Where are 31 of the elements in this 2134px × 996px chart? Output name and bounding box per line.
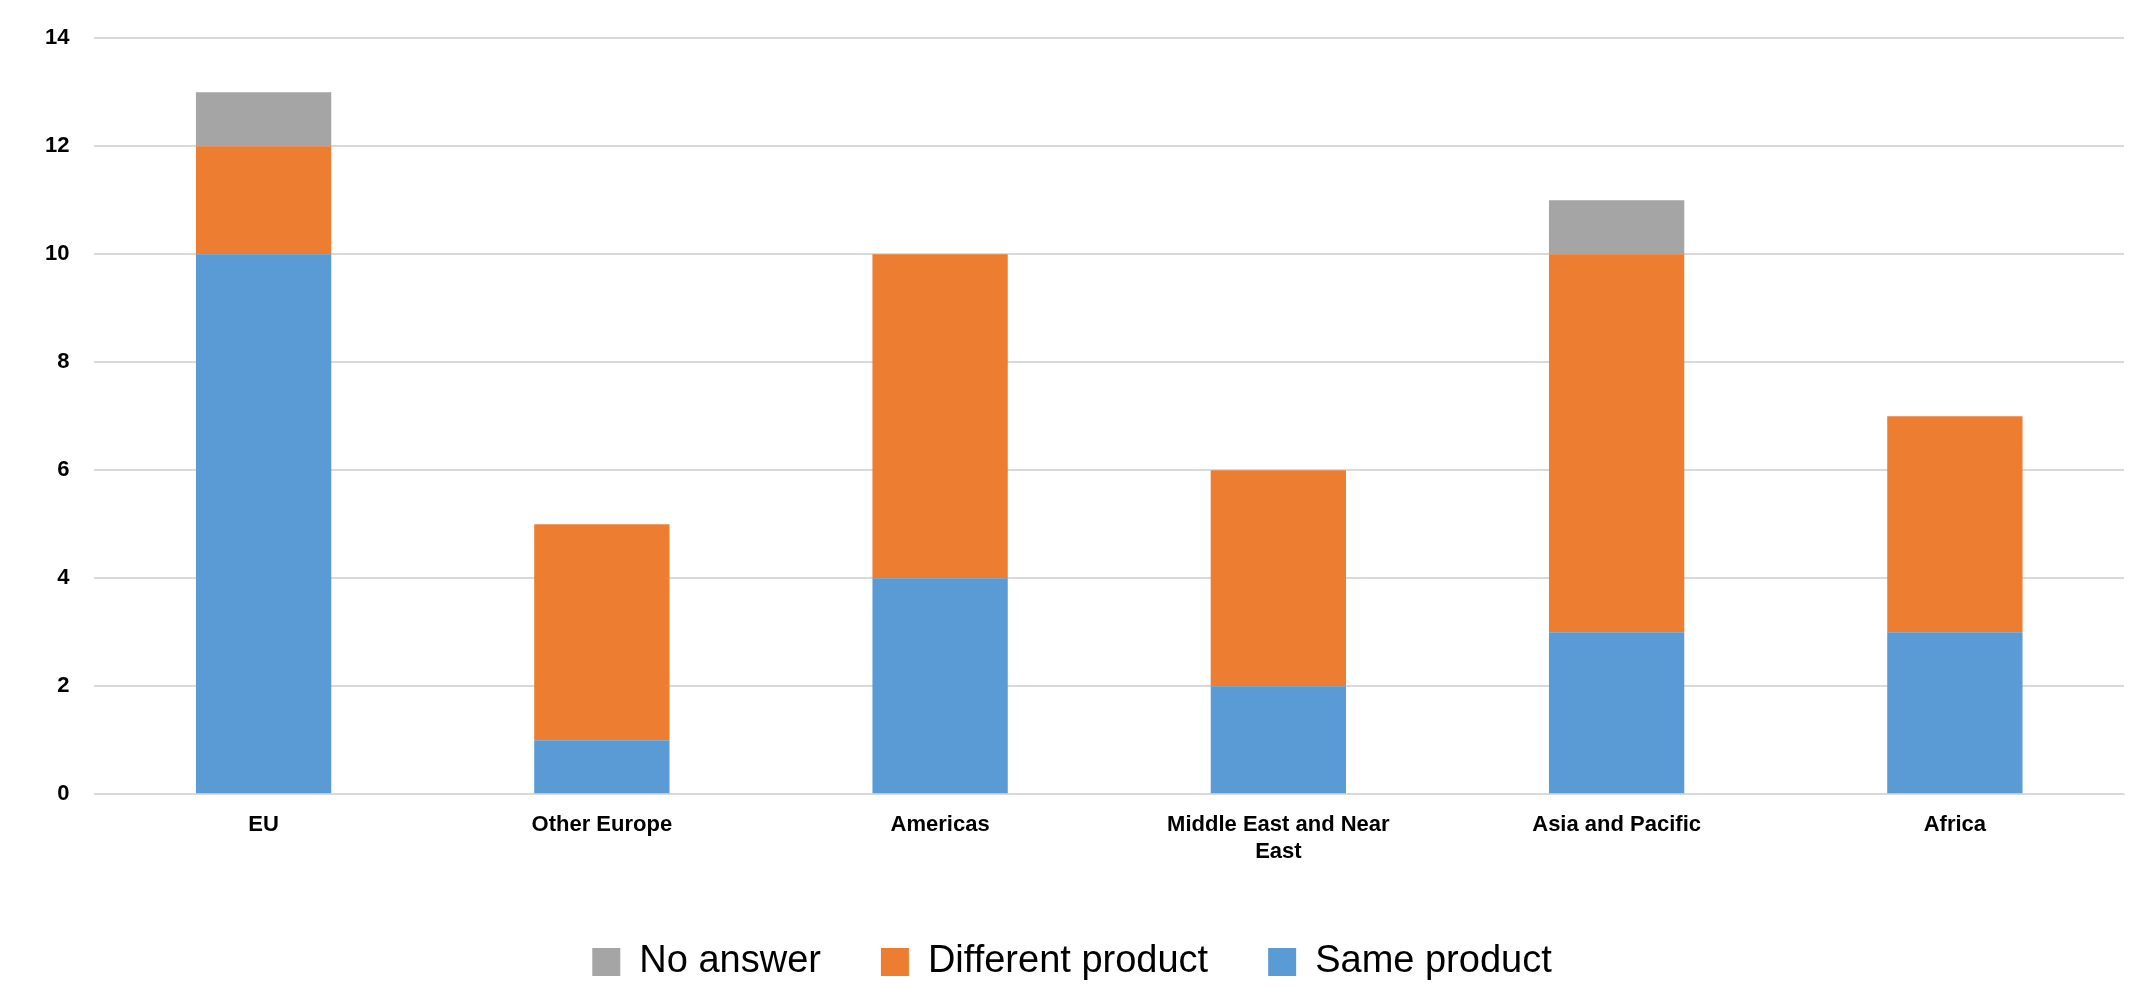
bar — [1548, 200, 1685, 255]
legend-label: No answer — [639, 938, 822, 981]
x-tick-label: Americas — [890, 811, 990, 837]
y-tick-label: 6 — [57, 456, 70, 482]
x-tick-label: EU — [248, 811, 279, 837]
y-tick-label: 4 — [57, 564, 71, 590]
legend-label: Different product — [927, 938, 1209, 981]
x-tick-label: Other Europe — [531, 811, 673, 837]
bar — [1210, 686, 1347, 794]
bar — [1210, 470, 1347, 687]
bar — [534, 524, 670, 741]
bar — [872, 578, 1008, 794]
x-tick-label: Asia and Pacific — [1532, 811, 1701, 837]
bar — [1887, 416, 2023, 633]
y-tick-label: 2 — [57, 672, 70, 698]
bar — [195, 254, 332, 794]
y-tick-label: 14 — [44, 24, 71, 50]
y-tick-label: 10 — [44, 240, 70, 266]
bar — [1548, 254, 1685, 633]
y-tick-label: 12 — [44, 132, 70, 158]
bar — [195, 92, 332, 147]
bar — [1887, 632, 2023, 794]
legend-label: Same product — [1315, 938, 1553, 981]
bar — [1548, 632, 1685, 794]
y-tick-label: 8 — [57, 348, 70, 374]
bar — [872, 254, 1008, 579]
bar — [195, 146, 332, 255]
bar — [534, 740, 670, 794]
y-tick-label: 0 — [57, 780, 70, 806]
x-tick-label: Africa — [1923, 811, 1987, 837]
x-tick-label: Middle East and Near East — [1167, 811, 1391, 863]
